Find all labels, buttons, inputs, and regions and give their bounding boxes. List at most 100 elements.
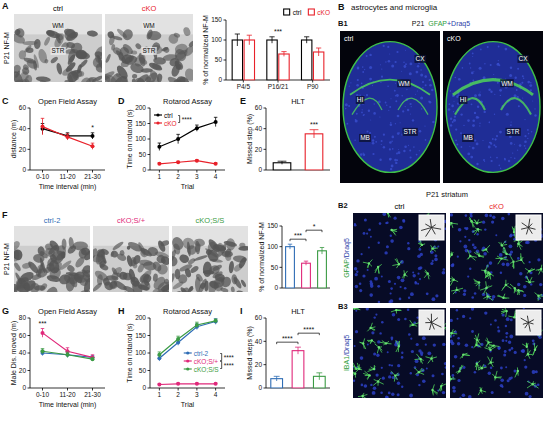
glial-cell: [353, 371, 356, 378]
nucleus: [404, 65, 407, 68]
nucleus: [381, 321, 384, 324]
fascicle: [66, 53, 76, 66]
error-bar: [158, 352, 162, 358]
nucleus: [388, 110, 389, 111]
error-bar: [41, 329, 45, 338]
nucleus: [474, 371, 477, 374]
fascicle: [75, 49, 87, 60]
y-tick-label: 40: [255, 125, 263, 132]
glial-body: [412, 324, 414, 326]
error-bar: [288, 244, 292, 249]
nucleus: [361, 253, 363, 255]
glial-cell: [368, 365, 376, 372]
y-tick-label: 60: [255, 104, 263, 111]
legend-swatch: [284, 9, 290, 15]
marks: [286, 244, 327, 288]
fascicle: [115, 49, 128, 63]
nucleus: [508, 341, 511, 344]
image-title: cKO: [447, 35, 461, 42]
y-tick-label: 40: [255, 338, 263, 345]
glial-body: [353, 308, 355, 310]
nucleus: [390, 292, 392, 294]
nucleus: [479, 123, 480, 124]
nucleus: [524, 141, 527, 144]
legend-label: cKO;S/S: [194, 366, 220, 373]
inset: [419, 215, 444, 240]
nucleus: [404, 146, 407, 149]
glial-cell: [474, 333, 481, 346]
fascicle: [39, 257, 47, 273]
nucleus: [399, 132, 400, 133]
image-bg: [353, 308, 446, 398]
marker: [157, 353, 161, 357]
axes: 050100150% of normalized NF-M: [258, 222, 330, 292]
nucleus: [416, 71, 419, 74]
glial-body: [450, 378, 452, 380]
fascicle: [93, 45, 102, 59]
x-tick-label: P90: [307, 83, 319, 90]
fascicle: [66, 264, 76, 274]
glial-cell: [512, 226, 515, 238]
nucleus: [419, 130, 422, 133]
nucleus: [410, 103, 412, 105]
y-tick-label: 0: [22, 384, 26, 391]
nucleus: [537, 258, 540, 261]
significance-bracket: [277, 342, 298, 344]
image-title: cKO;S/S: [196, 216, 225, 225]
stain-name: GFAP: [343, 259, 350, 278]
nucleus: [480, 91, 481, 92]
nucleus: [407, 247, 410, 250]
nucleus: [500, 95, 501, 96]
nucleus: [455, 77, 457, 79]
nucleus: [450, 90, 451, 91]
glial-cell: [363, 260, 372, 269]
significance: ***: [38, 320, 46, 327]
bar: [305, 134, 323, 170]
glial-body: [377, 266, 379, 268]
series-line: [159, 161, 215, 164]
error-bar: [176, 336, 180, 342]
nucleus: [381, 69, 382, 70]
nucleus: [364, 218, 367, 221]
glial-cell: [353, 308, 360, 310]
nucleus: [530, 283, 532, 285]
nucleus: [397, 364, 400, 367]
fascicle: [161, 46, 169, 52]
nucleus: [493, 74, 494, 75]
glial-body: [456, 289, 458, 291]
nucleus: [484, 63, 485, 64]
nucleus: [397, 393, 400, 396]
marks: [232, 34, 324, 80]
glial-cell: [502, 280, 512, 291]
nucleus: [360, 356, 364, 360]
fascicle: [33, 60, 38, 70]
nucleus: [450, 340, 453, 344]
nucleus: [397, 132, 400, 135]
stain-counter: +Draq5: [447, 20, 470, 28]
stain-counter: /Draq5: [343, 238, 351, 259]
image-title: ctrl-2: [44, 216, 61, 225]
nucleus: [511, 122, 512, 123]
nucleus: [484, 228, 486, 230]
nucleus: [419, 266, 422, 269]
glial-cell: [485, 338, 492, 347]
chart-title: Open Field Assay: [38, 307, 97, 316]
fascicle: [182, 26, 191, 37]
nucleus: [443, 268, 445, 270]
glial-body: [493, 344, 495, 346]
nucleus: [517, 257, 520, 260]
nucleus: [460, 132, 462, 134]
nucleus: [364, 384, 368, 388]
nucleus: [515, 77, 517, 79]
nucleus: [387, 351, 389, 353]
nucleus: [391, 393, 394, 396]
legend-label: cKO: [164, 120, 177, 127]
nucleus: [448, 108, 451, 111]
nucleus: [489, 214, 492, 217]
significance-bracket: [178, 116, 180, 123]
marker: [214, 320, 218, 324]
nucleus: [407, 242, 409, 244]
nucleus: [464, 227, 466, 229]
fascicle: [173, 32, 181, 38]
nucleus: [397, 276, 401, 280]
